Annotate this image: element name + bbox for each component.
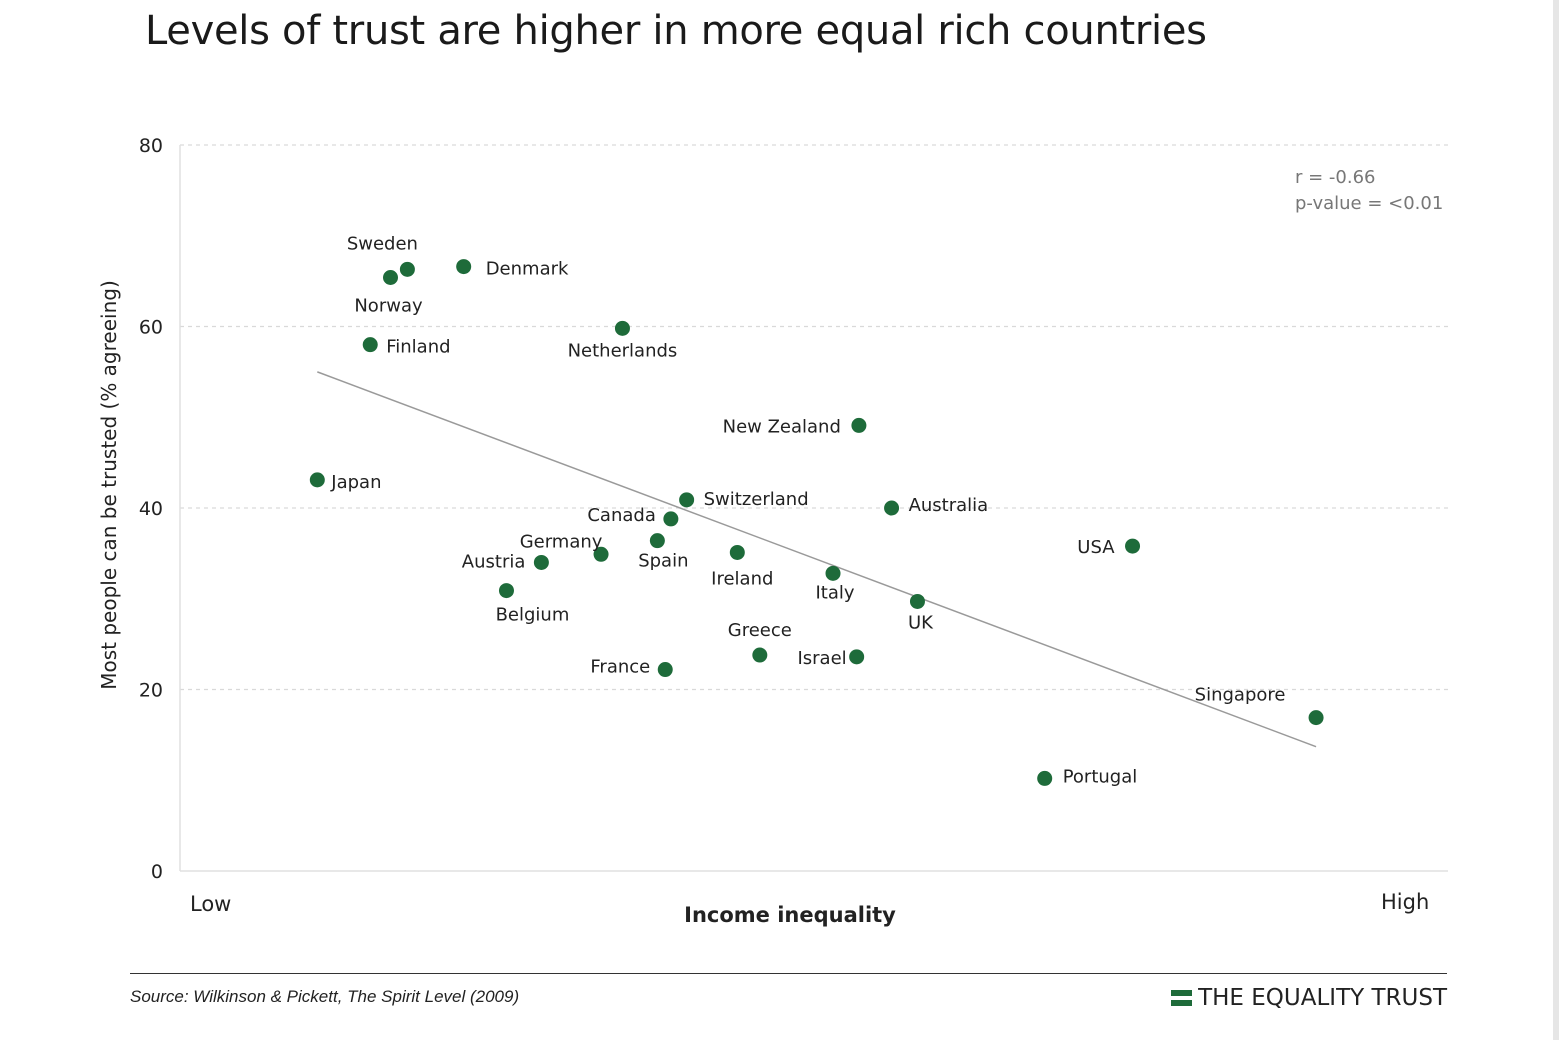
- y-tick-label: 40: [139, 498, 163, 520]
- labels-layer: Sweden Norway Denmark Finland Netherlands Jap…: [330, 233, 1285, 787]
- point-label-usa: USA: [1077, 537, 1115, 558]
- point-label-canada: Canada: [587, 505, 656, 526]
- data-point-denmark: [456, 259, 472, 275]
- p-value-annotation: p-value = <0.01: [1295, 193, 1443, 214]
- point-label-japan: Japan: [330, 472, 381, 493]
- data-point-greece: [752, 647, 768, 663]
- data-point-ireland: [729, 544, 745, 560]
- scatter-chart: 0 20 40 60 80 Sweden Norway Denmark Finland Neth…: [97, 135, 1448, 927]
- grid-layer: 0 20 40 60 80: [139, 135, 1448, 883]
- point-label-spain: Spain: [638, 551, 688, 572]
- y-axis-label: Most people can be trusted (% agreeing): [97, 280, 121, 690]
- data-point-canada: [663, 511, 679, 527]
- y-tick-label: 60: [139, 317, 163, 339]
- y-tick-label: 20: [139, 680, 163, 702]
- data-point-italy: [825, 565, 841, 581]
- axis-layer: [179, 145, 1448, 872]
- data-point-israel: [849, 649, 865, 665]
- window-edge: [1553, 0, 1559, 1040]
- data-point-austria: [533, 554, 549, 570]
- y-tick-label: 80: [139, 135, 163, 157]
- x-axis-label: Income inequality: [684, 903, 896, 927]
- brand-name: THE EQUALITY TRUST: [1198, 985, 1447, 1011]
- point-label-new-zealand: New Zealand: [723, 416, 841, 437]
- equality-trust-logo-icon: [1171, 990, 1193, 1006]
- correlation-annotation: r = -0.66: [1295, 167, 1376, 188]
- data-point-singapore: [1308, 710, 1324, 726]
- data-point-norway: [382, 269, 398, 285]
- point-label-denmark: Denmark: [486, 259, 569, 280]
- data-point-sweden: [399, 261, 415, 277]
- x-tick-high: High: [1381, 890, 1429, 914]
- data-point-uk: [909, 593, 925, 609]
- data-point-australia: [884, 500, 900, 516]
- point-label-sweden: Sweden: [347, 233, 418, 254]
- data-point-new-zealand: [851, 417, 867, 433]
- data-point-france: [657, 662, 673, 678]
- trend-line: [317, 371, 1317, 748]
- brand-logo: THE EQUALITY TRUST: [1171, 985, 1447, 1011]
- data-point-netherlands: [614, 320, 630, 336]
- chart-title: Levels of trust are higher in more equal…: [145, 8, 1207, 54]
- point-label-singapore: Singapore: [1195, 685, 1286, 706]
- point-label-uk: UK: [908, 612, 934, 633]
- y-tick-label: 0: [151, 861, 163, 883]
- point-label-finland: Finland: [386, 337, 450, 358]
- point-label-ireland: Ireland: [711, 568, 773, 589]
- point-label-australia: Australia: [909, 495, 989, 516]
- data-point-belgium: [498, 583, 514, 599]
- point-label-norway: Norway: [354, 295, 423, 316]
- data-point-japan: [309, 472, 325, 488]
- point-label-belgium: Belgium: [496, 605, 570, 626]
- point-label-portugal: Portugal: [1063, 766, 1138, 787]
- point-label-germany: Germany: [520, 531, 603, 552]
- data-point-germany: [593, 546, 609, 562]
- data-point-finland: [362, 337, 378, 353]
- point-label-switzerland: Switzerland: [704, 489, 809, 510]
- point-label-netherlands: Netherlands: [568, 340, 678, 361]
- data-point-switzerland: [679, 492, 695, 508]
- point-label-italy: Italy: [815, 582, 854, 603]
- point-label-greece: Greece: [728, 620, 792, 641]
- point-label-israel: Israel: [797, 648, 846, 669]
- data-point-usa: [1125, 538, 1141, 554]
- point-label-austria: Austria: [462, 551, 526, 572]
- x-tick-low: Low: [190, 892, 231, 916]
- footer-divider: [130, 973, 1447, 974]
- point-label-france: France: [590, 657, 650, 678]
- points-layer: [309, 259, 1324, 786]
- source-citation: Source: Wilkinson & Pickett, The Spirit …: [130, 987, 520, 1006]
- data-point-portugal: [1037, 770, 1053, 786]
- data-point-spain: [649, 533, 665, 549]
